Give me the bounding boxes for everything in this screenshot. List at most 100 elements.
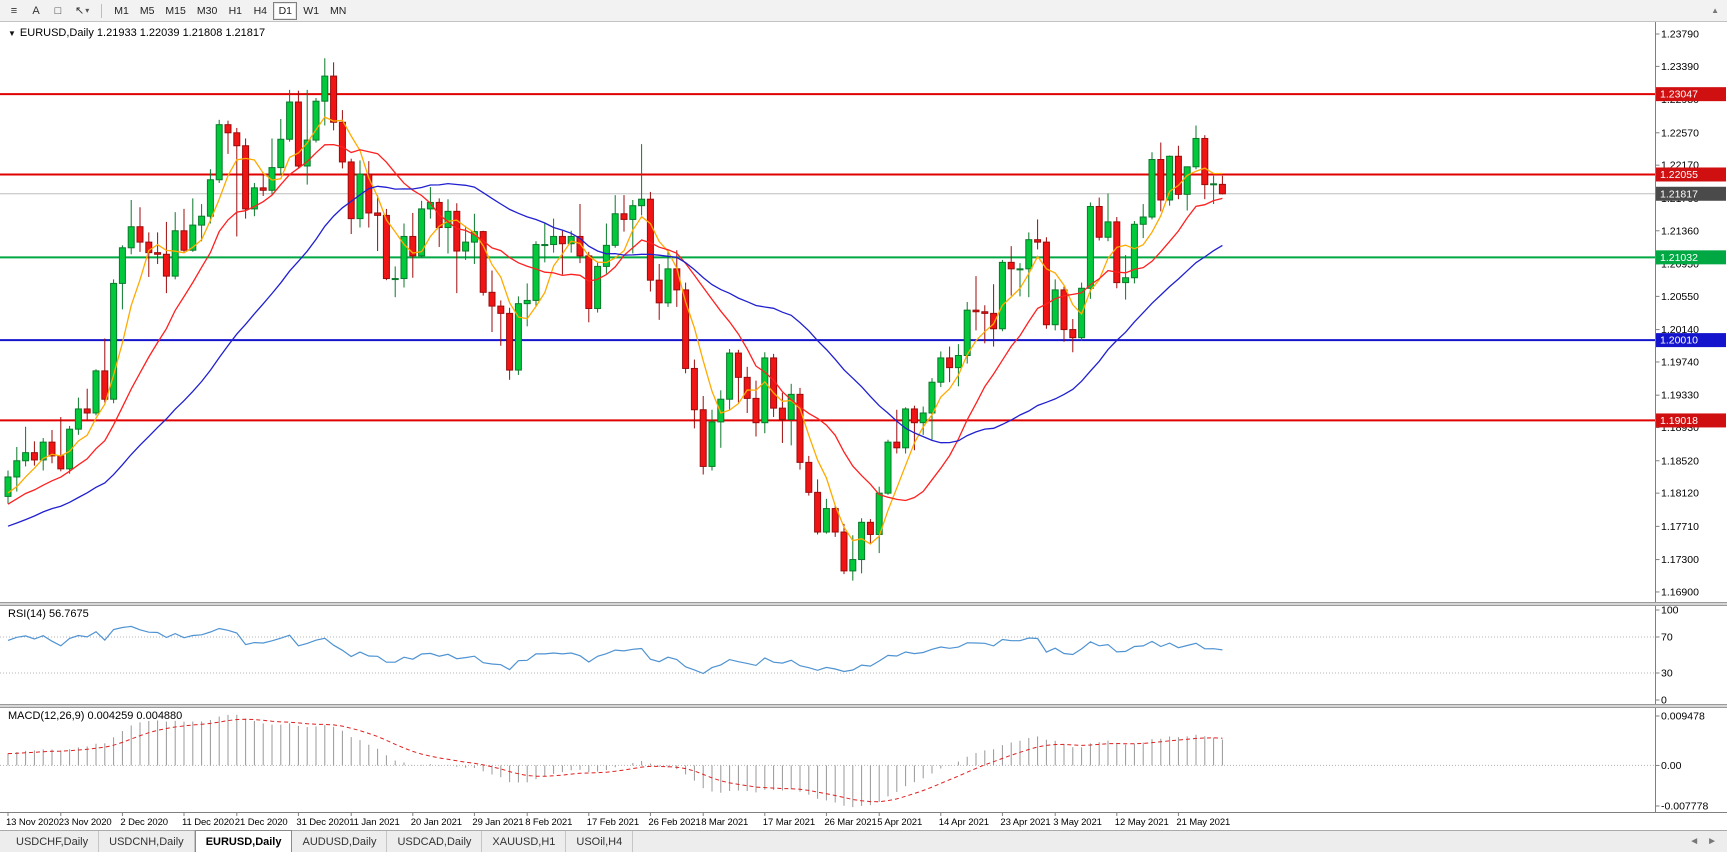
date-axis-label: 14 Apr 2021 (939, 817, 989, 828)
price-axis-label: 1.16900 (1661, 586, 1699, 598)
date-axis-label: 8 Feb 2021 (525, 817, 572, 828)
date-axis-label: 26 Feb 2021 (648, 817, 700, 828)
svg-text:1.20010: 1.20010 (1660, 335, 1698, 347)
tab-usdcad-daily[interactable]: USDCAD,Daily (387, 831, 483, 852)
price-badges-layer: 1.23047 1.22055 1.21817 1.21032 1.20010 1.190… (1656, 87, 1726, 428)
rsi-axis-label: 0 (1661, 695, 1667, 707)
cursor-tool-button[interactable]: ↖ ▾ (70, 2, 94, 20)
rsi-title: RSI(14) 56.7675 (8, 608, 89, 620)
price-axis-label: 1.22570 (1661, 127, 1699, 139)
date-axis-label: 11 Dec 2020 (182, 817, 234, 828)
date-axis-label: 2 Dec 2020 (120, 817, 168, 828)
macd-axis-label: 0.00 (1661, 760, 1682, 772)
rsi-axis-label: 70 (1661, 632, 1673, 644)
current-price-badge (1656, 186, 1726, 201)
timeframe-m30-button[interactable]: M30 (192, 2, 222, 20)
rsi-line (7, 625, 1223, 675)
tabs-scroll-arrows: ◄ ► (1689, 831, 1717, 852)
timeframe-buttons: M1 M5 M15 M30 H1 H4 D1 W1 MN (109, 1, 351, 20)
tab-audusd-daily[interactable]: AUDUSD,Daily (292, 831, 388, 852)
chart-menu-button[interactable]: ≡ (4, 2, 24, 20)
timeframe-d1-button[interactable]: D1 (273, 1, 298, 20)
price-level-badge (1656, 333, 1726, 348)
tab-usdcnh-daily[interactable]: USDCNH,Daily (99, 831, 195, 852)
chart-title: ▼ EURUSD,Daily 1.21933 1.22039 1.21808 1.… (8, 27, 265, 39)
macd-histogram (7, 714, 1223, 808)
timeframe-m1-button[interactable]: M1 (109, 2, 134, 20)
price-axis-label: 1.17300 (1661, 554, 1699, 566)
date-axis-label: 13 Nov 2020 (6, 817, 59, 828)
panel-divider[interactable] (0, 602, 1727, 606)
tab-eurusd-daily[interactable]: EURUSD,Daily (194, 830, 293, 852)
chart-collapse-icon[interactable]: ▼ (8, 29, 16, 38)
shape-tool-button[interactable]: □ (48, 2, 68, 20)
price-axis-label: 1.18520 (1661, 455, 1699, 467)
chart-background (0, 22, 1727, 830)
price-level-badge (1656, 167, 1726, 182)
macd-title: MACD(12,26,9) 0.004259 0.004880 (8, 710, 183, 722)
annotation-tool-label: A (32, 4, 40, 17)
date-axis-label: 21 Dec 2020 (235, 817, 288, 828)
top-toolbar: ≡ A □ ↖ ▾ M1 M5 M15 M30 H1 H4 D1 W1 MN ▲ (0, 0, 1727, 22)
date-axis-label: 8 Mar 2021 (701, 817, 748, 828)
tabs-scroll-left-icon[interactable]: ◄ (1689, 836, 1700, 847)
date-axis-label: 23 Apr 2021 (1000, 817, 1050, 828)
chart-tabs-bar: USDCHF,Daily USDCNH,Daily EURUSD,Daily AUDU… (0, 830, 1727, 852)
date-axis-label: 26 Mar 2021 (824, 817, 876, 828)
rsi-axis-label: 30 (1661, 668, 1673, 680)
date-axis-label: 17 Mar 2021 (763, 817, 815, 828)
price-axis-label: 1.21360 (1661, 225, 1699, 237)
macd-axis-label: -0.007778 (1661, 801, 1708, 813)
date-axis-label: 5 Apr 2021 (877, 817, 922, 828)
toolbar-overflow-icon[interactable]: ▲ (1711, 6, 1719, 15)
date-axis-label: 21 May 2021 (1176, 817, 1230, 828)
date-axis-label: 17 Feb 2021 (587, 817, 639, 828)
tabs-scroll-right-icon[interactable]: ► (1707, 836, 1717, 847)
price-chart-canvas[interactable]: 1.237901.233901.229801.225701.221701.217… (0, 22, 1727, 830)
chart-tabs-list: USDCHF,Daily USDCNH,Daily EURUSD,Daily AUDU… (6, 830, 634, 852)
cursor-icon: ↖ (75, 5, 85, 17)
tab-xauusd-h1[interactable]: XAUUSD,H1 (482, 831, 567, 852)
svg-text:1.22055: 1.22055 (1660, 169, 1698, 181)
price-level-badge (1656, 250, 1726, 265)
price-axis-label: 1.20140 (1661, 324, 1699, 336)
ma-13-line[interactable] (7, 143, 1223, 505)
date-axis-label: 12 May 2021 (1115, 817, 1169, 828)
ma-5-line[interactable] (7, 116, 1223, 545)
svg-text:1.21817: 1.21817 (1660, 188, 1698, 200)
annotation-tool-button[interactable]: A (26, 2, 46, 20)
price-axis-label: 1.18120 (1661, 488, 1699, 500)
date-axis-label: 20 Jan 2021 (411, 817, 462, 828)
timeframe-w1-button[interactable]: W1 (298, 2, 324, 20)
date-axis-label: 31 Dec 2020 (296, 817, 349, 828)
tab-usdchf-daily[interactable]: USDCHF,Daily (6, 831, 100, 852)
timeframe-m5-button[interactable]: M5 (135, 2, 160, 20)
price-axis-label: 1.19740 (1661, 356, 1699, 368)
menu-icon: ≡ (10, 4, 18, 17)
rsi-axis-label: 100 (1661, 605, 1679, 617)
ma-30-line[interactable] (7, 182, 1223, 527)
date-axis-labels (7, 812, 1179, 816)
timeframe-m15-button[interactable]: M15 (160, 2, 190, 20)
chart-region: 1.237901.233901.229801.225701.221701.217… (0, 22, 1727, 830)
price-axis-label: 1.23790 (1661, 28, 1699, 40)
panel-divider[interactable] (0, 704, 1727, 708)
price-axis-label: 1.20550 (1661, 291, 1699, 303)
price-axis-label: 1.17710 (1661, 521, 1699, 533)
macd-axis-label: 0.009478 (1661, 711, 1705, 723)
chevron-down-icon: ▾ (85, 6, 90, 15)
timeframe-h4-button[interactable]: H4 (248, 2, 272, 20)
timeframe-h1-button[interactable]: H1 (223, 2, 247, 20)
macd-signal-line (7, 718, 1223, 803)
tab-usoil-h4[interactable]: USOil,H4 (566, 831, 634, 852)
horizontal-lines-layer (0, 93, 1655, 422)
rectangle-icon: □ (54, 4, 62, 17)
price-axis-label: 1.19330 (1661, 390, 1699, 402)
timeframe-mn-button[interactable]: MN (325, 2, 351, 20)
svg-text:1.23047: 1.23047 (1660, 89, 1698, 101)
date-axis-label: 23 Nov 2020 (59, 817, 112, 828)
price-level-badge (1656, 413, 1726, 428)
chart-ohlc-title: EURUSD,Daily 1.21933 1.22039 1.21808 1.2… (19, 27, 266, 39)
date-axis-label: 11 Jan 2021 (349, 817, 400, 828)
price-level-badge (1656, 87, 1726, 102)
